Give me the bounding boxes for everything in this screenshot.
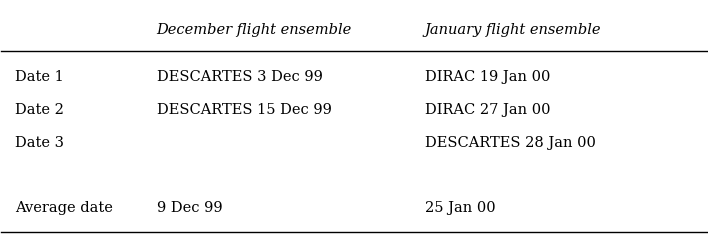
Text: Average date: Average date xyxy=(16,201,113,215)
Text: 25 Jan 00: 25 Jan 00 xyxy=(425,201,495,215)
Text: DESCARTES 15 Dec 99: DESCARTES 15 Dec 99 xyxy=(156,103,331,117)
Text: 9 Dec 99: 9 Dec 99 xyxy=(156,201,222,215)
Text: Date 2: Date 2 xyxy=(16,103,64,117)
Text: DIRAC 27 Jan 00: DIRAC 27 Jan 00 xyxy=(425,103,550,117)
Text: December flight ensemble: December flight ensemble xyxy=(156,23,352,37)
Text: January flight ensemble: January flight ensemble xyxy=(425,23,601,37)
Text: DESCARTES 3 Dec 99: DESCARTES 3 Dec 99 xyxy=(156,70,322,84)
Text: DIRAC 19 Jan 00: DIRAC 19 Jan 00 xyxy=(425,70,550,84)
Text: Date 1: Date 1 xyxy=(16,70,64,84)
Text: DESCARTES 28 Jan 00: DESCARTES 28 Jan 00 xyxy=(425,135,595,149)
Text: Date 3: Date 3 xyxy=(16,135,64,149)
